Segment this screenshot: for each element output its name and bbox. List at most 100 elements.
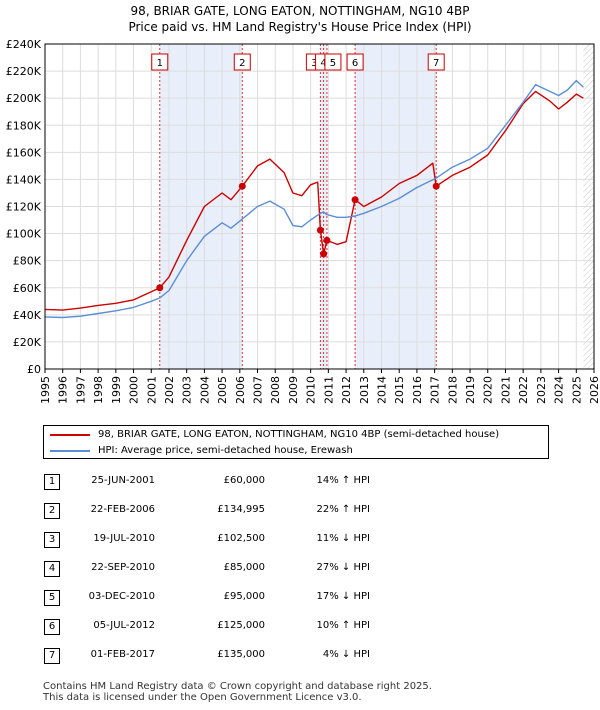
sale-date: 19-JUL-2010 (93, 533, 155, 544)
sale-price: £85,000 (223, 562, 265, 573)
sale-number-label: 3 (311, 58, 317, 69)
y-tick-label: £220K (6, 65, 42, 78)
sale-number-box: 7 (427, 53, 445, 71)
sale-number-label: 7 (433, 58, 439, 69)
sale-point (432, 182, 440, 190)
x-tick-label: 2013 (358, 376, 371, 404)
sale-number-label: 4 (320, 58, 326, 69)
y-tick-label: £80K (13, 255, 42, 268)
sale-number: 7 (44, 648, 60, 664)
x-tick-label: 2011 (322, 376, 335, 404)
footer: Contains HM Land Registry data © Crown c… (43, 681, 432, 703)
sale-point (323, 236, 331, 244)
table-row: 6 05-JUL-2012 £125,000 10% ↑ HPI (0, 615, 600, 644)
y-tick-label: £160K (6, 146, 42, 159)
x-tick-label: 2017 (429, 376, 442, 404)
sale-point (238, 182, 246, 190)
sale-number: 5 (44, 590, 60, 606)
sale-point (351, 196, 359, 204)
sale-number: 2 (44, 503, 60, 519)
sale-number: 1 (44, 474, 60, 490)
sale-point (316, 226, 324, 234)
footer-line2: This data is licensed under the Open Gov… (43, 692, 362, 703)
sale-number-box-frame (346, 53, 364, 71)
x-tick-label: 2015 (393, 376, 406, 404)
x-tick-label: 2019 (464, 376, 477, 404)
price-chart: £0 £20K £40K £60K £80K £100K £120K £140K £160K £1… (6, 38, 600, 404)
sale-date: 25-JUN-2001 (91, 475, 155, 486)
legend-label-property: 98, BRIAR GATE, LONG EATON, NOTTINGHAM, … (98, 429, 500, 440)
legend-swatch-property (50, 434, 90, 436)
sale-date: 22-SEP-2010 (91, 562, 155, 573)
y-tick-label: £240K (6, 38, 42, 51)
y-tick-label: £100K (6, 228, 42, 241)
y-tick-label: £200K (6, 92, 42, 105)
x-tick-label: 2006 (234, 376, 247, 404)
sale-number-box: 6 (346, 53, 364, 71)
table-row: 3 19-JUL-2010 £102,500 11% ↓ HPI (0, 528, 600, 557)
x-tick-label: 2024 (553, 376, 566, 404)
chart-title-line2: Price paid vs. HM Land Registry's House … (128, 20, 472, 34)
sale-price: £134,995 (217, 504, 265, 515)
legend: 98, BRIAR GATE, LONG EATON, NOTTINGHAM, … (43, 425, 549, 459)
plot-frame (44, 43, 595, 370)
x-tick-label: 2021 (499, 376, 512, 404)
hpi-line (44, 79, 584, 319)
sale-price: £135,000 (217, 649, 265, 660)
sale-date: 22-FEB-2006 (90, 504, 155, 515)
sale-date: 03-DEC-2010 (88, 591, 155, 602)
sale-number-label: 5 (330, 58, 336, 69)
table-row: 1 25-JUN-2001 £60,000 14% ↑ HPI (0, 470, 600, 499)
x-tick-label: 2002 (163, 376, 176, 404)
sale-number-box-frame (151, 53, 169, 71)
x-tick-label: 2012 (340, 376, 353, 404)
x-tick-label: 2001 (145, 376, 158, 404)
sale-date: 05-JUL-2012 (93, 620, 155, 631)
table-row: 2 22-FEB-2006 £134,995 22% ↑ HPI (0, 499, 600, 528)
y-tick-label: £0 (27, 363, 41, 376)
sale-date: 01-FEB-2017 (90, 649, 155, 660)
sale-number-box: 1 (151, 53, 169, 71)
sale-price: £125,000 (217, 620, 265, 631)
sale-price: £102,500 (217, 533, 265, 544)
sale-point (156, 284, 164, 292)
sale-number-box-frame (427, 53, 445, 71)
x-tick-label: 2026 (588, 376, 600, 404)
sale-hpi-diff: 17% ↓ HPI (316, 591, 370, 602)
x-tick-label: 2008 (269, 376, 282, 404)
x-tick-label: 2018 (446, 376, 459, 404)
sale-hpi-diff: 14% ↑ HPI (316, 475, 370, 486)
sale-number-label: 1 (157, 58, 163, 69)
chart-title-line1: 98, BRIAR GATE, LONG EATON, NOTTINGHAM, … (130, 4, 470, 18)
x-tick-label: 1999 (110, 376, 123, 404)
x-tick-label: 2022 (517, 376, 530, 404)
sale-point (320, 250, 328, 258)
sale-hpi-diff: 10% ↑ HPI (316, 620, 370, 631)
table-row: 7 01-FEB-2017 £135,000 4% ↓ HPI (0, 644, 600, 673)
x-tick-label: 2007 (252, 376, 265, 404)
sale-number: 6 (44, 619, 60, 635)
legend-swatch-hpi (50, 450, 90, 452)
y-tick-label: £40K (13, 309, 42, 322)
footer-line1: Contains HM Land Registry data © Crown c… (43, 681, 432, 692)
x-tick-label: 1997 (74, 376, 87, 404)
x-tick-label: 2014 (375, 376, 388, 404)
x-tick-label: 1998 (92, 376, 105, 404)
x-tick-label: 2023 (535, 376, 548, 404)
sale-number-box-frame (233, 53, 251, 71)
x-tick-label: 2025 (570, 376, 583, 404)
y-tick-label: £180K (6, 119, 42, 132)
x-tick-label: 2000 (128, 376, 141, 404)
x-tick-label: 2020 (482, 376, 495, 404)
sale-number-box-frame (324, 53, 342, 71)
x-tick-label: 2016 (411, 376, 424, 404)
sale-number: 3 (44, 532, 60, 548)
table-row: 5 03-DEC-2010 £95,000 17% ↓ HPI (0, 586, 600, 615)
x-tick-label: 2003 (181, 376, 194, 404)
sale-number-label: 6 (352, 58, 358, 69)
y-tick-label: £120K (6, 201, 42, 214)
sale-hpi-diff: 4% ↓ HPI (322, 649, 370, 660)
table-row: 4 22-SEP-2010 £85,000 27% ↓ HPI (0, 557, 600, 586)
sale-price: £95,000 (223, 591, 265, 602)
x-tick-label: 2010 (305, 376, 318, 404)
